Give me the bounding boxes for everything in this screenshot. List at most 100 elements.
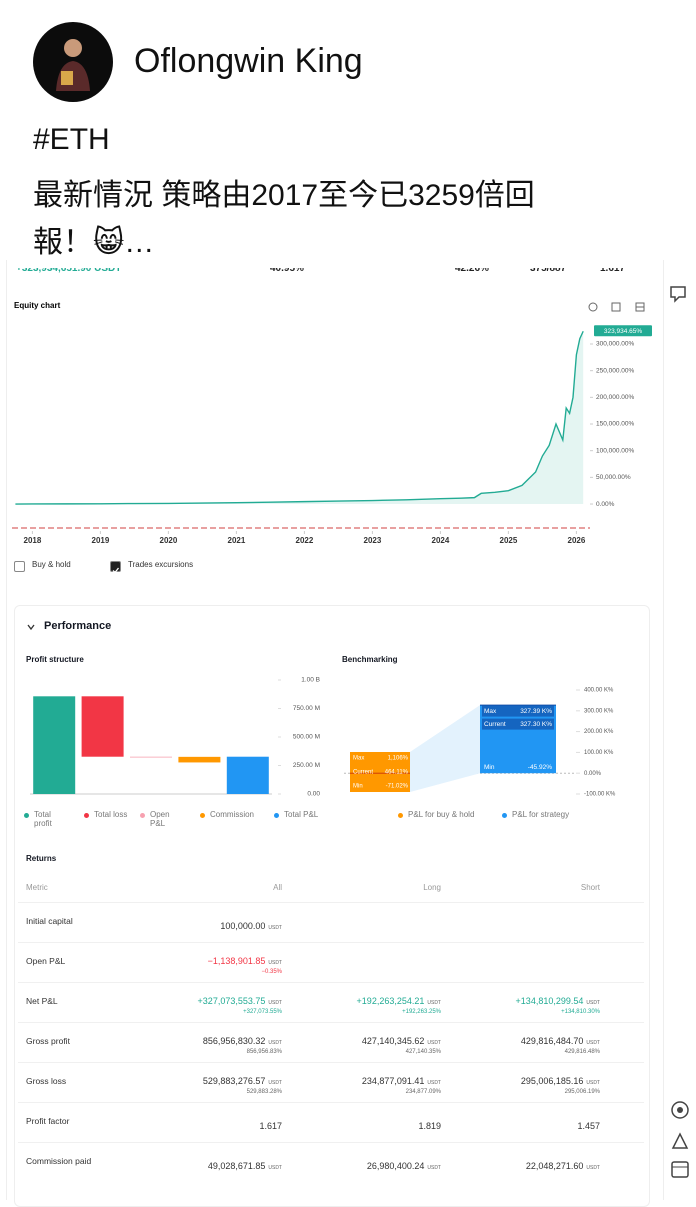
chart-toggles: Buy & hold Trades excursions xyxy=(14,560,414,574)
cell-line: 295,006,185.16 USDT xyxy=(521,1071,600,1089)
cell-line: 22,048,271.60 USDT xyxy=(526,1156,600,1174)
cell-value: 100,000.00 xyxy=(220,921,266,931)
legend-dot xyxy=(398,813,403,818)
cell: +327,073,553.75 USDT +327,073.55% xyxy=(198,991,282,1015)
row-label: Min xyxy=(484,764,495,771)
cell-unit: USDT xyxy=(268,1000,282,1006)
legend-item: Commission xyxy=(200,810,270,819)
legend: Total profit Total loss Open P&L Commission… xyxy=(0,810,340,840)
legend-label: Commission xyxy=(210,810,255,819)
legend-dot xyxy=(274,813,279,818)
stat-value: +323,934,651.90 USDT xyxy=(16,268,122,274)
cell-line: 1.617 xyxy=(259,1116,282,1134)
cell: +134,810,299.54 USDT +134,810.30% xyxy=(516,991,600,1015)
cell-sub: +192,263.25% xyxy=(402,1009,441,1015)
chart-title: Equity chart xyxy=(14,301,61,310)
cell-line: 1.457 xyxy=(577,1116,600,1134)
column-header: All xyxy=(273,883,282,892)
stat-value: 375/887 xyxy=(530,268,567,274)
row-label: Open P&L xyxy=(26,956,66,966)
y-tick-label: 1.00 B xyxy=(301,677,320,684)
cell: 856,956,830.32 USDT 856,956.83% xyxy=(203,1031,282,1055)
y-tick-label: 200,000.00% xyxy=(596,394,635,401)
cell-value: 1.457 xyxy=(577,1121,600,1131)
y-tick-label: -100.00 K% xyxy=(584,792,616,798)
cell-line: 429,816,484.70 USDT xyxy=(521,1031,600,1049)
side-icons[interactable] xyxy=(668,1098,692,1194)
legend-item: P&L for strategy xyxy=(502,810,569,819)
cell-unit: USDT xyxy=(586,1040,600,1046)
cell-unit: USDT xyxy=(268,1040,282,1046)
value-label: 327.39 K% xyxy=(520,708,552,715)
cell-line: 1.819 xyxy=(418,1116,441,1134)
cell-unit: USDT xyxy=(268,925,282,931)
legend-dot xyxy=(502,813,507,818)
column-header: Short xyxy=(580,883,600,892)
cell-line: +192,263,254.21 USDT xyxy=(357,991,441,1009)
y-tick-label: 0.00% xyxy=(584,771,602,777)
checkbox-label: Trades excursions xyxy=(128,560,194,569)
cell-value: 22,048,271.60 xyxy=(525,1161,584,1171)
cell-unit: USDT xyxy=(427,1165,441,1171)
cell-sub: −0.35% xyxy=(261,969,282,975)
y-tick-label: 200.00 K% xyxy=(584,729,614,735)
cell: 427,140,345.62 USDT 427,140.35% xyxy=(362,1031,441,1055)
chart-title: Profit structure xyxy=(26,655,84,664)
cell: 529,883,276.57 USDT 529,883.28% xyxy=(203,1071,282,1095)
cell: 100,000.00 USDT xyxy=(220,916,282,934)
y-tick-label: 300.00 K% xyxy=(584,708,614,714)
cell-unit: USDT xyxy=(586,1165,600,1171)
stat-value: 42.26% xyxy=(455,268,489,274)
post-text: 報！😸… xyxy=(33,226,155,259)
cell: +192,263,254.21 USDT +192,263.25% xyxy=(357,991,441,1015)
legend-item: P&L for buy & hold xyxy=(398,810,474,819)
cell-value: 1.819 xyxy=(418,1121,441,1131)
section-title[interactable]: Performance xyxy=(44,620,112,632)
waterfall-bar xyxy=(178,756,221,763)
x-tick-label: 2025 xyxy=(500,536,518,545)
cell-value: 856,956,830.32 xyxy=(202,1036,266,1046)
cell-unit: USDT xyxy=(586,1000,600,1006)
waterfall-bar xyxy=(130,756,172,758)
last-value-label: 323,934.65% xyxy=(604,328,643,335)
report-frame xyxy=(6,260,664,1200)
y-tick-label: 400.00 K% xyxy=(584,688,614,694)
row-label: Initial capital xyxy=(26,916,73,926)
cell-line: 234,877,091.41 USDT xyxy=(362,1071,441,1089)
legend-label: Total loss xyxy=(94,810,128,819)
collapse-chevron[interactable] xyxy=(26,622,36,632)
y-tick-label: 0.00 xyxy=(307,791,320,798)
cell: −1,138,901.85 USDT −0.35% xyxy=(208,951,282,975)
cell-unit: USDT xyxy=(268,1165,282,1171)
row-divider xyxy=(18,942,644,943)
stats-row: +323,934,651.90 USDT 40.95% 42.26% 375/887 1… xyxy=(8,268,660,278)
x-tick-label: 2026 xyxy=(568,536,586,545)
legend-label: Open P&L xyxy=(150,810,170,828)
cell-value: 429,816,484.70 xyxy=(520,1036,584,1046)
side-icon[interactable] xyxy=(668,282,692,306)
author-name[interactable]: Oflongwin King xyxy=(134,42,363,80)
chart-tools[interactable] xyxy=(588,302,645,312)
cell: 22,048,271.60 USDT xyxy=(526,1156,600,1174)
cell-line: 427,140,345.62 USDT xyxy=(362,1031,441,1049)
row-label: Max xyxy=(353,756,364,762)
y-tick-label: 250.00 M xyxy=(293,762,320,769)
x-tick-label: 2023 xyxy=(364,536,382,545)
y-tick-label: 0.00% xyxy=(596,501,615,508)
checkbox[interactable] xyxy=(110,561,121,574)
value-label: 464.11% xyxy=(385,770,409,776)
checkbox[interactable] xyxy=(14,561,25,572)
waterfall-bar xyxy=(226,756,269,794)
cell-unit: USDT xyxy=(268,1080,282,1086)
row-divider xyxy=(18,982,644,983)
cell-unit: USDT xyxy=(268,960,282,966)
connector xyxy=(410,705,480,792)
cell-value: 49,028,671.85 xyxy=(207,1161,266,1171)
avatar[interactable] xyxy=(32,21,114,103)
y-tick-label: 150,000.00% xyxy=(596,421,635,428)
legend-dot xyxy=(24,813,29,818)
stat-value: 1.617 xyxy=(600,268,626,274)
x-tick-label: 2018 xyxy=(24,536,42,545)
cell-sub: +134,810.30% xyxy=(561,1009,600,1015)
stat-value: 40.95% xyxy=(270,268,304,274)
